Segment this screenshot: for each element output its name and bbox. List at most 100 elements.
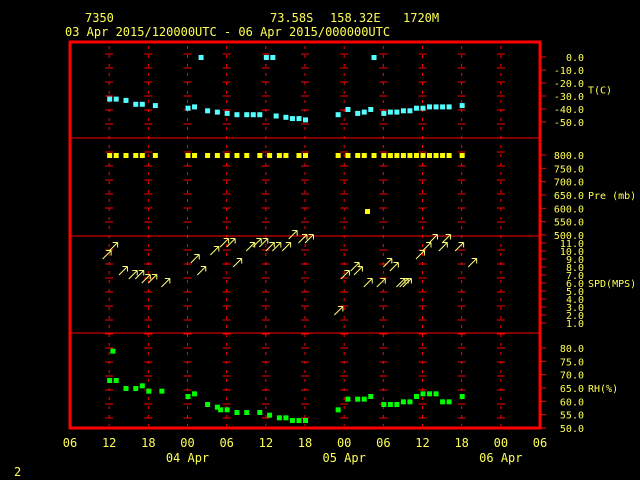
data-point-pre xyxy=(267,153,273,158)
data-point-t xyxy=(381,110,387,116)
data-point-pre xyxy=(355,153,361,158)
wind-arrow xyxy=(147,274,158,284)
y-tick-label: 600.0 xyxy=(554,204,584,215)
x-tick-label: 18 xyxy=(454,436,468,450)
wind-arrow xyxy=(190,254,200,264)
data-point-rh xyxy=(459,394,465,399)
wind-arrow xyxy=(467,258,478,268)
data-point-rh xyxy=(113,378,119,383)
wind-arrow xyxy=(196,266,207,276)
data-point-t xyxy=(289,116,295,122)
data-point-t xyxy=(270,55,276,60)
station-id: 7350 xyxy=(85,11,114,25)
data-point-rh xyxy=(192,391,198,397)
y-tick-label: -30.0 xyxy=(554,92,584,103)
data-point-t xyxy=(413,105,419,111)
wind-arrow xyxy=(288,230,298,240)
data-point-t xyxy=(234,112,240,118)
data-point-t xyxy=(198,55,204,60)
data-point-rh xyxy=(139,383,145,389)
data-point-pre xyxy=(303,153,308,158)
data-point-t xyxy=(459,103,465,109)
data-point-pre xyxy=(296,153,302,158)
data-point-pre xyxy=(113,153,119,158)
data-point-t xyxy=(368,107,374,112)
x-day-label: 06 Apr xyxy=(479,451,522,465)
data-point-pre xyxy=(427,153,433,158)
data-point-pre xyxy=(459,153,465,158)
y-tick-label: 650.0 xyxy=(554,191,584,202)
panel-label-t: T(C) xyxy=(588,86,612,97)
x-tick-label: 12 xyxy=(102,436,116,450)
x-tick-label: 00 xyxy=(180,436,194,450)
data-point-rh xyxy=(123,386,129,391)
y-tick-label: 7.0 xyxy=(566,271,584,282)
y-tick-label: 1.0 xyxy=(566,319,584,330)
data-point-t xyxy=(371,55,377,60)
data-point-rh xyxy=(244,410,250,415)
wind-arrow xyxy=(382,258,393,268)
y-tick-label: -50.0 xyxy=(554,118,584,129)
data-point-t xyxy=(420,105,426,111)
data-point-rh xyxy=(133,386,139,391)
y-tick-label: 500.0 xyxy=(554,231,584,242)
wind-arrow xyxy=(454,242,464,252)
wind-arrow xyxy=(363,278,373,288)
data-point-rh xyxy=(400,399,406,405)
data-point-pre xyxy=(234,153,240,158)
data-point-pre xyxy=(123,153,129,158)
data-point-t xyxy=(387,109,393,115)
wind-arrow xyxy=(102,250,112,260)
data-point-pre xyxy=(152,153,158,158)
wind-arrow xyxy=(353,266,363,276)
y-tick-label: 2.0 xyxy=(566,311,584,322)
data-point-t xyxy=(283,114,289,120)
data-point-pre xyxy=(433,153,439,158)
data-point-pre xyxy=(381,153,387,158)
wind-arrow xyxy=(441,234,451,244)
x-tick-label: 18 xyxy=(298,436,312,450)
data-point-t xyxy=(152,103,158,109)
data-point-t xyxy=(361,109,367,115)
wind-arrow xyxy=(340,270,350,280)
data-point-rh xyxy=(214,404,220,410)
wind-arrow xyxy=(334,306,344,316)
y-tick-label: 55.0 xyxy=(560,411,584,422)
x-day-label: 04 Apr xyxy=(166,451,209,465)
y-tick-label: 800.0 xyxy=(554,151,584,162)
x-tick-label: 06 xyxy=(63,436,77,450)
wind-arrow xyxy=(258,238,269,248)
data-point-pre xyxy=(361,153,367,158)
data-point-t xyxy=(139,101,145,107)
data-point-t xyxy=(394,109,400,115)
y-tick-label: 4.0 xyxy=(566,295,584,306)
data-point-pre xyxy=(394,153,400,158)
wind-arrow xyxy=(281,242,291,252)
wind-arrow xyxy=(232,258,243,268)
data-point-rh xyxy=(146,388,152,394)
data-point-pre xyxy=(371,153,377,158)
wind-arrow xyxy=(389,262,399,272)
wind-arrow xyxy=(272,242,282,252)
data-point-rh xyxy=(283,415,289,421)
data-point-pre xyxy=(400,153,406,158)
y-tick-label: 65.0 xyxy=(560,384,584,395)
data-point-pre xyxy=(185,153,191,158)
wind-arrow xyxy=(209,246,220,256)
data-point-t xyxy=(113,96,119,102)
y-tick-label: -10.0 xyxy=(554,66,584,77)
y-tick-label: 5.0 xyxy=(566,287,584,298)
data-point-pre xyxy=(335,153,341,158)
y-tick-label: 750.0 xyxy=(554,164,584,175)
x-tick-label: 00 xyxy=(337,436,351,450)
panel-label-spd: SPD(MPS) xyxy=(588,279,636,290)
data-point-t xyxy=(250,112,256,118)
y-tick-label: 6.0 xyxy=(566,279,584,290)
data-point-rh xyxy=(387,402,393,407)
data-point-t xyxy=(205,108,211,114)
data-point-rh xyxy=(361,396,367,402)
data-point-pre xyxy=(224,153,230,158)
data-point-rh xyxy=(446,399,452,405)
data-point-t xyxy=(133,101,139,107)
